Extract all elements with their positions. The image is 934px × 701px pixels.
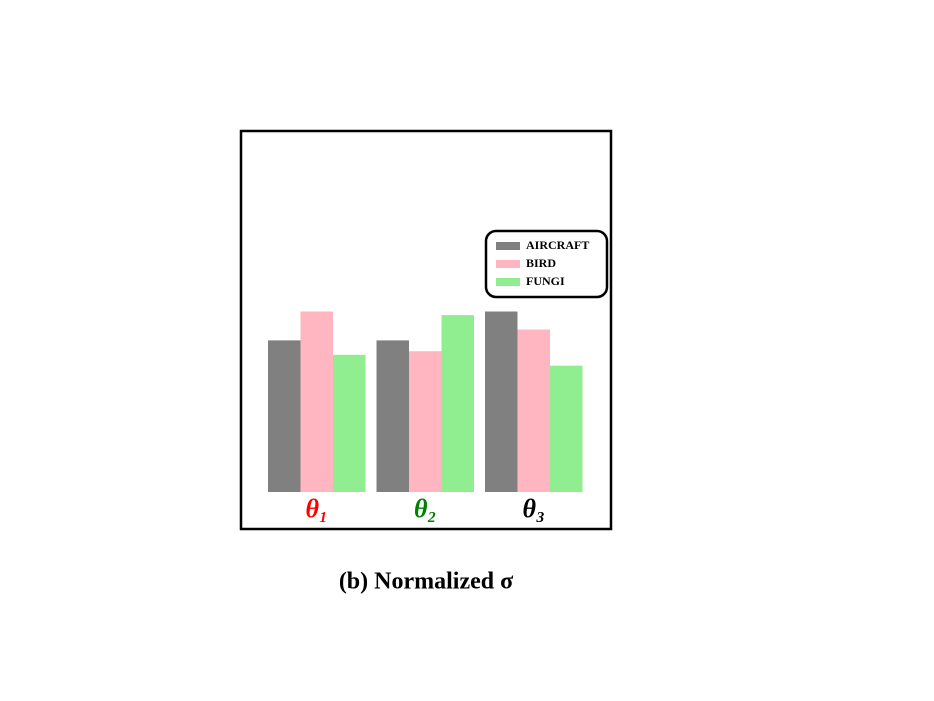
x-tick-label: θ₃: [522, 494, 545, 523]
plot-frame: [239, 129, 613, 531]
bar: [485, 311, 518, 492]
x-tick-label: θ₂: [414, 494, 437, 523]
legend-label: BIRD: [526, 256, 556, 270]
chart-title: (b) Normalized σ: [339, 569, 513, 595]
bar: [376, 340, 409, 492]
bar: [268, 340, 301, 492]
legend-label: AIRCRAFT: [526, 238, 589, 252]
bar: [300, 311, 333, 492]
legend-label: FUNGI: [526, 274, 565, 288]
legend-swatch: [496, 242, 520, 250]
bar: [441, 315, 474, 492]
bar: [409, 351, 442, 492]
bar: [550, 365, 583, 492]
bar: [517, 329, 550, 492]
x-tick-label: θ₁: [305, 494, 328, 523]
bar: [333, 354, 366, 492]
legend-swatch: [496, 260, 520, 268]
legend-swatch: [496, 278, 520, 286]
